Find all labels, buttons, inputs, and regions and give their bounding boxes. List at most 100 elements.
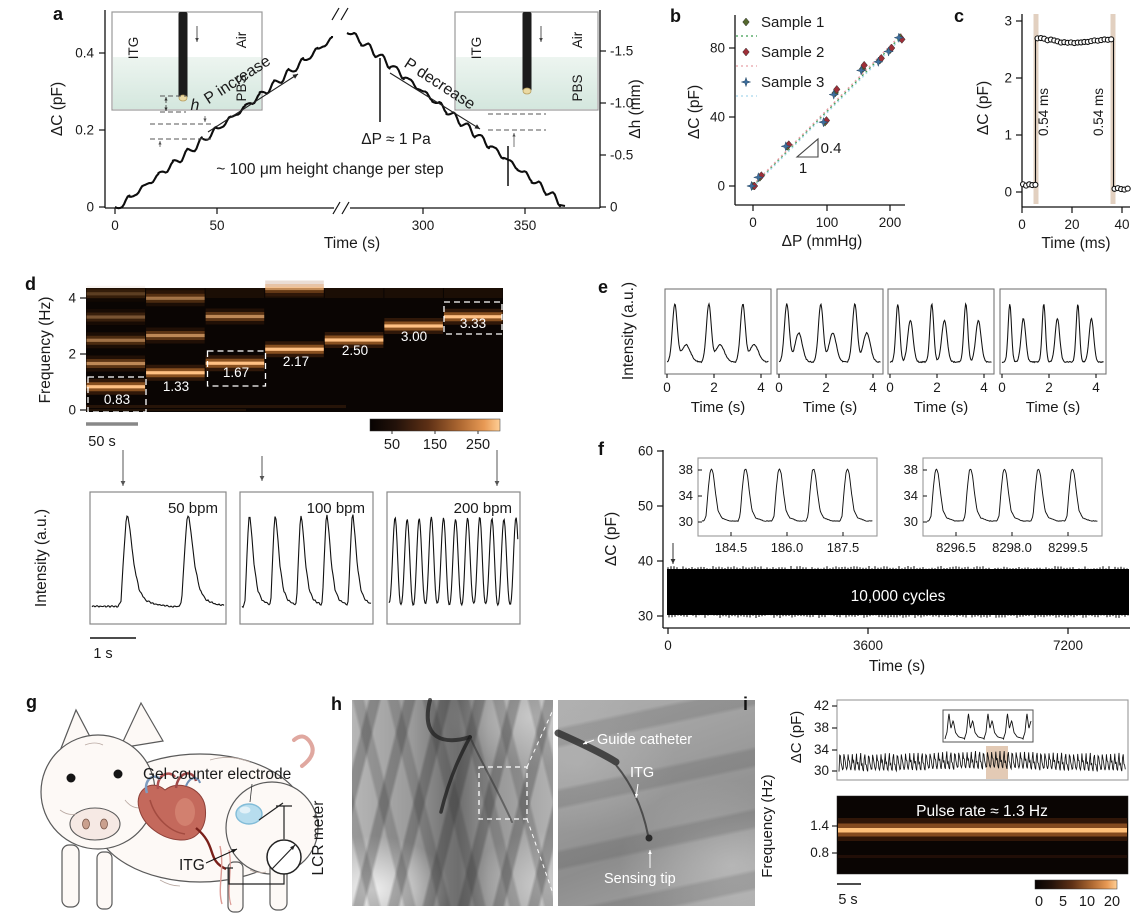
- panel-h-overlay: Guide catheter ITG Sensing tip: [425, 698, 692, 906]
- d-colorbar-tick: 250: [466, 437, 490, 453]
- f-inset-xtick: 8296.5: [936, 540, 976, 555]
- c-xtick: 40: [1114, 217, 1129, 232]
- panel-a-chart: 0 0.2 0.4 0 -0.5 -1.0 -1.5 0 50 300 350 ΔC (pF) Δh (…: [49, 7, 644, 252]
- i-scalebar-label: 5 s: [838, 892, 857, 908]
- a-ytick-left: 0.4: [75, 46, 94, 61]
- d-bpm-label: 100 bpm: [307, 500, 365, 517]
- d-ytick: 4: [68, 291, 76, 306]
- f-inset-trace: [927, 468, 1098, 522]
- c-xtick: 0: [1018, 217, 1026, 232]
- panel-b-chart: 0 40 80 0 100 200 ΔC (pF) ΔP (mmHg) Sample 1 Samp…: [686, 14, 906, 250]
- b-xlabel: ΔP (mmHg): [782, 233, 863, 250]
- a-inset-itg: ITG: [469, 37, 484, 60]
- c-ytick: 3: [1004, 14, 1012, 29]
- panel-label-h: h: [331, 694, 342, 714]
- i-ytick-top: 30: [814, 763, 829, 778]
- f-ylabel: ΔC (pF): [603, 512, 620, 566]
- e-xtick: 0: [663, 380, 671, 395]
- e-xlabel: Time (s): [1026, 399, 1080, 416]
- panel-label-e: e: [598, 277, 609, 297]
- e-xtick: 4: [757, 380, 765, 395]
- e-xtick: 2: [710, 380, 718, 395]
- f-inset-ytick: 34: [904, 488, 918, 503]
- panel-c-chart: 0 1 2 3 0 20 40 ΔC (pF) Time (ms) 0.54 ms 0.54 ms: [975, 14, 1131, 252]
- a-inset-itg: ITG: [126, 37, 141, 60]
- f-inset-ytick: 38: [904, 462, 918, 477]
- h-label-tip: Sensing tip: [604, 871, 676, 887]
- pig-tail: [292, 734, 315, 768]
- f-inset-trace: [701, 468, 873, 522]
- c-rise-label: 0.54 ms: [1036, 88, 1051, 136]
- d-scalebar-label: 50 s: [88, 434, 115, 450]
- h-label-catheter: Guide catheter: [597, 732, 692, 748]
- e-trace: [1001, 304, 1104, 364]
- a-ylabel-right: Δh (mm): [627, 79, 644, 138]
- a-ylabel-left: ΔC (pF): [49, 82, 66, 136]
- i-colorbar-tick: 0: [1035, 894, 1043, 910]
- f-inset-xtick: 184.5: [715, 540, 748, 555]
- d-ytick: 0: [68, 403, 76, 418]
- f-inset-ytick: 34: [679, 488, 693, 503]
- d-ytick: 2: [68, 347, 76, 362]
- h-guide-catheter: [554, 729, 620, 766]
- c-ytick: 1: [1004, 128, 1012, 143]
- d-ylabel: Frequency (Hz): [37, 297, 54, 404]
- panel-e-chart: 0 2 4 Time (s) 0 2 4 Time (s) 0 2 4 Time (s) 0 2 4 Time…: [620, 282, 1107, 416]
- d-pulse-trace: [91, 515, 225, 608]
- itg-tube: [522, 12, 532, 91]
- i-colorbar-tick: 20: [1104, 894, 1120, 910]
- f-xtick: 7200: [1053, 638, 1083, 653]
- a-xlabel: Time (s): [324, 235, 380, 252]
- panel-label-g: g: [26, 692, 37, 712]
- f-inset-ytick: 30: [679, 514, 693, 529]
- i-ytick-bottom: 0.8: [810, 845, 829, 860]
- f-inset-xtick: 8298.0: [992, 540, 1032, 555]
- f-ytick: 40: [638, 554, 653, 569]
- c-fall-label: 0.54 ms: [1091, 88, 1106, 136]
- panel-label-i: i: [743, 694, 749, 714]
- d-bpm-box: [239, 491, 374, 625]
- b-xtick: 200: [879, 215, 902, 230]
- i-pulse-label: Pulse rate ≈ 1.3 Hz: [916, 803, 1048, 820]
- a-ytick-right: 0: [610, 200, 618, 215]
- c-xtick: 20: [1064, 217, 1079, 232]
- pig-eye: [66, 773, 76, 783]
- b-legend-item: Sample 1: [761, 14, 824, 31]
- f-ytick: 60: [638, 444, 653, 459]
- b-ytick: 0: [717, 179, 725, 194]
- panel-label-a: a: [53, 4, 64, 24]
- d-bpm-box: [386, 491, 521, 625]
- c-xlabel: Time (ms): [1041, 235, 1110, 252]
- a-inset-air: Air: [234, 31, 249, 48]
- i-ytick-top: 34: [814, 742, 830, 757]
- pig-leg: [96, 851, 113, 910]
- pig-heart: [137, 784, 207, 841]
- f-inset-ytick: 30: [904, 514, 918, 529]
- a-xtick: 0: [111, 218, 119, 233]
- i-trace: [838, 750, 1126, 773]
- f-inset-xtick: 187.5: [827, 540, 860, 555]
- h-dash-box: [478, 766, 528, 820]
- b-ytick: 40: [710, 110, 725, 125]
- h-label-itg: ITG: [630, 765, 654, 781]
- b-legend-item: Sample 3: [761, 74, 824, 91]
- panel-label-b: b: [670, 6, 681, 26]
- f-ytick: 50: [638, 499, 653, 514]
- c-ylabel: ΔC (pF): [975, 81, 992, 135]
- e-trace: [666, 302, 769, 364]
- c-ytick: 2: [1004, 71, 1012, 86]
- g-label-electrode: Gel counter electrode: [143, 766, 291, 783]
- a-annot-step: ~ 100 μm height change per step: [216, 161, 443, 178]
- panel-f-chart: 30 40 50 60 0 3600 7200 ΔC (pF) Time (s) 10,000 c…: [603, 444, 1130, 675]
- h-itg-wire: [615, 764, 649, 836]
- g-label-meter: LCR meter: [310, 801, 327, 876]
- e-xtick: 2: [1045, 380, 1053, 395]
- e-xlabel: Time (s): [803, 399, 857, 416]
- e-box: [664, 288, 772, 375]
- circuit-wire: [258, 802, 292, 839]
- e-box: [887, 288, 995, 375]
- e-box: [776, 288, 884, 375]
- d-band-label: 2.50: [342, 343, 368, 358]
- d-pulse-trace: [388, 516, 519, 607]
- d-band-label: 0.83: [104, 392, 130, 407]
